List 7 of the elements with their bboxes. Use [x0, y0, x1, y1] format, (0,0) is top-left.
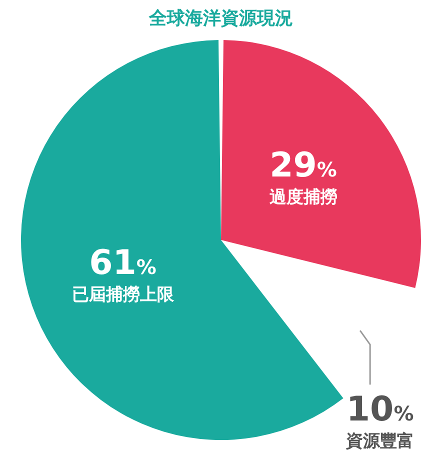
slice-label: 資源豐富 — [345, 432, 414, 452]
chart-title: 全球海洋資源現況 — [148, 8, 293, 29]
data-label: 61% — [89, 243, 156, 284]
data-label: 29% — [270, 145, 337, 186]
data-label: 10% — [346, 390, 414, 430]
slice-label: 已屆捕撈上限 — [72, 285, 175, 306]
slice-label: 過度捕撈 — [268, 187, 338, 208]
